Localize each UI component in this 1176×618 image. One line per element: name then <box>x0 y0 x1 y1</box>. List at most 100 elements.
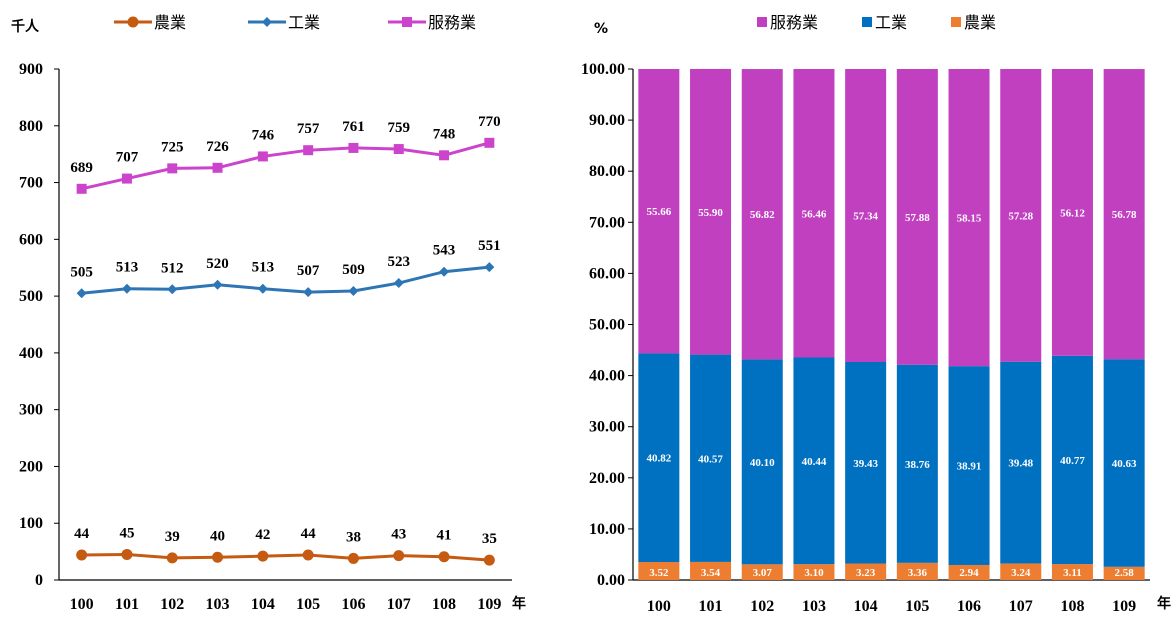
line-data-label: 689 <box>70 160 93 176</box>
bar-segment <box>638 353 680 563</box>
bar-data-label: 40.44 <box>802 456 827 468</box>
bar-segment <box>1103 566 1145 580</box>
line-data-label: 725 <box>161 139 184 155</box>
line-point <box>484 137 495 148</box>
bar-segment <box>1051 69 1093 356</box>
line-point <box>348 286 359 297</box>
bar-data-label: 55.90 <box>698 207 723 219</box>
line-point <box>121 173 132 184</box>
bar-data-label: 38.76 <box>905 459 930 471</box>
line-point <box>302 549 314 561</box>
bar-segment <box>845 362 887 564</box>
left-y-tick-label: 0 <box>35 572 43 589</box>
bar-segment <box>1051 564 1093 580</box>
bar-segment <box>741 564 783 580</box>
bar-data-label: 39.43 <box>853 458 878 470</box>
legend-label: 工業 <box>288 13 320 32</box>
left-y-tick-label: 900 <box>19 61 43 78</box>
bar-data-label: 56.12 <box>1060 207 1085 219</box>
line-data-label: 523 <box>388 254 411 270</box>
line-data-label: 43 <box>391 527 406 543</box>
line-data-label: 513 <box>116 260 139 276</box>
line-point <box>121 548 133 560</box>
right-x-tick-label: 107 <box>1009 598 1033 614</box>
bar-data-label: 3.54 <box>701 567 721 579</box>
line-data-label: 44 <box>74 526 90 542</box>
bar-data-label: 3.23 <box>856 567 876 579</box>
right-y-tick-label: 0.00 <box>597 572 625 589</box>
line-data-label: 726 <box>206 139 229 155</box>
legend-label: 農業 <box>154 13 186 32</box>
left-y-tick-label: 700 <box>19 175 43 192</box>
left-x-tick-label: 100 <box>70 596 94 613</box>
bar-segment <box>1103 69 1145 360</box>
legend-bar-swatch <box>757 17 767 27</box>
left-x-tick-label: 106 <box>341 596 365 613</box>
right-x-unit-label: 年 <box>1157 595 1171 612</box>
bar-segment <box>896 364 938 563</box>
line-data-label: 520 <box>206 256 229 272</box>
line-data-label: 512 <box>161 260 184 276</box>
left-x-tick-label: 108 <box>432 596 456 613</box>
left-x-unit-label: 年 <box>512 595 526 612</box>
right-x-tick-label: 109 <box>1112 598 1136 614</box>
left-x-tick-label: 109 <box>477 596 501 613</box>
line-point <box>484 262 495 273</box>
bar-segment <box>690 68 732 355</box>
bar-segment <box>948 69 990 367</box>
right-y-tick-label: 90.00 <box>589 112 625 129</box>
bar-data-label: 39.48 <box>1008 458 1033 470</box>
right-y-unit-label: % <box>594 21 608 37</box>
right-y-tick-label: 100.00 <box>581 61 625 78</box>
line-point <box>393 144 404 155</box>
left-y-tick-label: 200 <box>19 458 43 475</box>
left-x-tick-label: 101 <box>115 596 139 613</box>
left-y-tick-label: 500 <box>19 288 43 305</box>
line-data-label: 41 <box>437 528 452 544</box>
right-y-tick-label: 20.00 <box>589 470 625 487</box>
legend-marker <box>127 16 139 28</box>
line-point <box>166 552 178 564</box>
line-series-3 <box>81 141 490 191</box>
bar-segment <box>690 561 732 580</box>
line-point <box>303 145 314 156</box>
right-x-tick-label: 103 <box>802 598 826 614</box>
line-point <box>76 183 87 194</box>
bar-segment <box>793 69 835 358</box>
bar-segment <box>1103 359 1145 567</box>
line-data-label: 543 <box>433 243 456 259</box>
line-point <box>167 163 178 174</box>
line-point <box>212 162 223 173</box>
bar-data-label: 56.46 <box>802 208 827 220</box>
line-point <box>257 283 268 294</box>
left-y-tick-label: 400 <box>19 345 43 362</box>
left-y-tick-label: 800 <box>19 118 43 135</box>
bar-data-label: 3.07 <box>753 567 773 579</box>
right-x-tick-label: 108 <box>1060 598 1084 614</box>
legend-marker <box>262 17 272 27</box>
right-y-tick-label: 60.00 <box>589 265 625 282</box>
bar-segment <box>896 69 938 365</box>
line-point <box>438 551 450 563</box>
bar-segment <box>690 354 732 562</box>
bar-data-label: 40.63 <box>1112 458 1137 470</box>
bar-segment <box>793 357 835 565</box>
line-point <box>348 142 359 153</box>
line-series-1 <box>81 552 490 562</box>
right-y-tick-label: 50.00 <box>589 317 625 334</box>
line-point <box>303 287 314 298</box>
line-data-label: 551 <box>478 238 501 254</box>
bar-data-label: 3.10 <box>804 567 824 579</box>
bar-segment <box>793 564 835 580</box>
bar-data-label: 40.77 <box>1060 455 1085 467</box>
line-data-label: 35 <box>482 531 497 547</box>
line-point <box>257 550 269 562</box>
legend-label: 服務業 <box>770 13 818 32</box>
line-data-label: 759 <box>388 120 411 136</box>
bar-segment <box>948 564 990 580</box>
line-data-label: 770 <box>478 114 501 130</box>
line-point <box>393 278 404 289</box>
line-point <box>212 279 223 290</box>
bar-segment <box>638 69 680 354</box>
line-point <box>347 552 359 564</box>
